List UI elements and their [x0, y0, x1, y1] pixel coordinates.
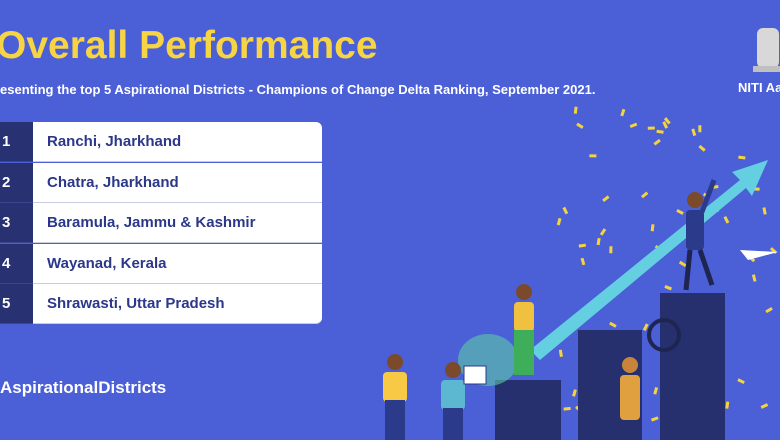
logo-text: NITI Aa [738, 80, 780, 95]
confetti-piece [664, 285, 672, 291]
table-row: 2 Chatra, Jharkhand [0, 162, 322, 203]
emblem [753, 28, 780, 72]
person [514, 284, 534, 375]
confetti-piece [589, 154, 597, 158]
district-cell: Ranchi, Jharkhand [33, 122, 322, 162]
confetti-piece [698, 125, 702, 133]
rank-cell: 3 [0, 203, 33, 244]
confetti-piece [653, 138, 661, 146]
table-row: 4 Wayanad, Kerala [0, 243, 322, 284]
confetti-piece [738, 155, 746, 160]
confetti-piece [723, 216, 730, 224]
confetti-piece [602, 195, 610, 202]
confetti-piece [578, 243, 586, 248]
district-cell: Shrawasti, Uttar Pradesh [33, 284, 322, 325]
district-cell: Chatra, Jharkhand [33, 162, 322, 203]
confetti-piece [580, 257, 586, 266]
confetti-piece [698, 144, 706, 152]
title: Overall Performance [0, 24, 378, 67]
arrow [530, 160, 768, 360]
person [383, 354, 407, 440]
rank-cell: 1 [0, 122, 33, 162]
confetti-piece [662, 121, 669, 129]
district-cell: Baramula, Jammu & Kashmir [33, 203, 322, 244]
confetti-piece [599, 228, 607, 236]
confetti-piece [556, 217, 562, 226]
confetti-piece [691, 128, 697, 137]
table-row: 5 Shrawasti, Uttar Pradesh [0, 284, 322, 325]
confetti-piece [573, 106, 578, 114]
confetti-piece [653, 387, 659, 395]
confetti-piece [596, 237, 601, 246]
person [441, 362, 487, 440]
confetti-piece [650, 416, 659, 422]
rank-cell: 2 [0, 162, 33, 203]
table-row: 3 Baramula, Jammu & Kashmir [0, 203, 322, 244]
confetti-piece [676, 209, 684, 215]
confetti-piece [572, 389, 577, 397]
confetti-piece [678, 260, 687, 268]
district-cell: Wayanad, Kerala [33, 243, 322, 284]
confetti-piece [609, 246, 613, 254]
confetti-piece [765, 307, 773, 314]
confetti-piece [737, 378, 745, 385]
bar-shape [495, 380, 561, 440]
rank-cell: 5 [0, 284, 33, 325]
person [683, 179, 717, 291]
confetti-piece [650, 224, 655, 232]
confetti-piece [663, 117, 671, 125]
confetti-piece [629, 122, 638, 129]
paper-plane [740, 250, 778, 260]
confetti-piece [558, 349, 563, 357]
confetti-piece [562, 206, 569, 215]
confetti-piece [642, 323, 649, 331]
confetti-piece [656, 129, 664, 134]
confetti-piece [647, 126, 655, 130]
confetti-piece [641, 191, 649, 199]
confetti-piece [609, 321, 617, 328]
subtitle: esenting the top 5 Aspirational District… [0, 82, 596, 97]
person [620, 318, 681, 420]
table-row: 1 Ranchi, Jharkhand [0, 122, 322, 162]
rank-cell: 4 [0, 243, 33, 284]
hashtag: AspirationalDistricts [0, 378, 167, 397]
confetti-piece [762, 207, 767, 215]
confetti-piece [563, 406, 571, 411]
confetti-piece [725, 401, 730, 409]
confetti-piece [751, 274, 757, 282]
confetti-piece [576, 122, 584, 129]
ranking-table: 1 Ranchi, Jharkhand 2 Chatra, Jharkhand 3 Bar… [0, 122, 322, 325]
bar-shape [660, 293, 725, 440]
confetti-piece [620, 108, 626, 117]
confetti-piece [760, 403, 769, 409]
